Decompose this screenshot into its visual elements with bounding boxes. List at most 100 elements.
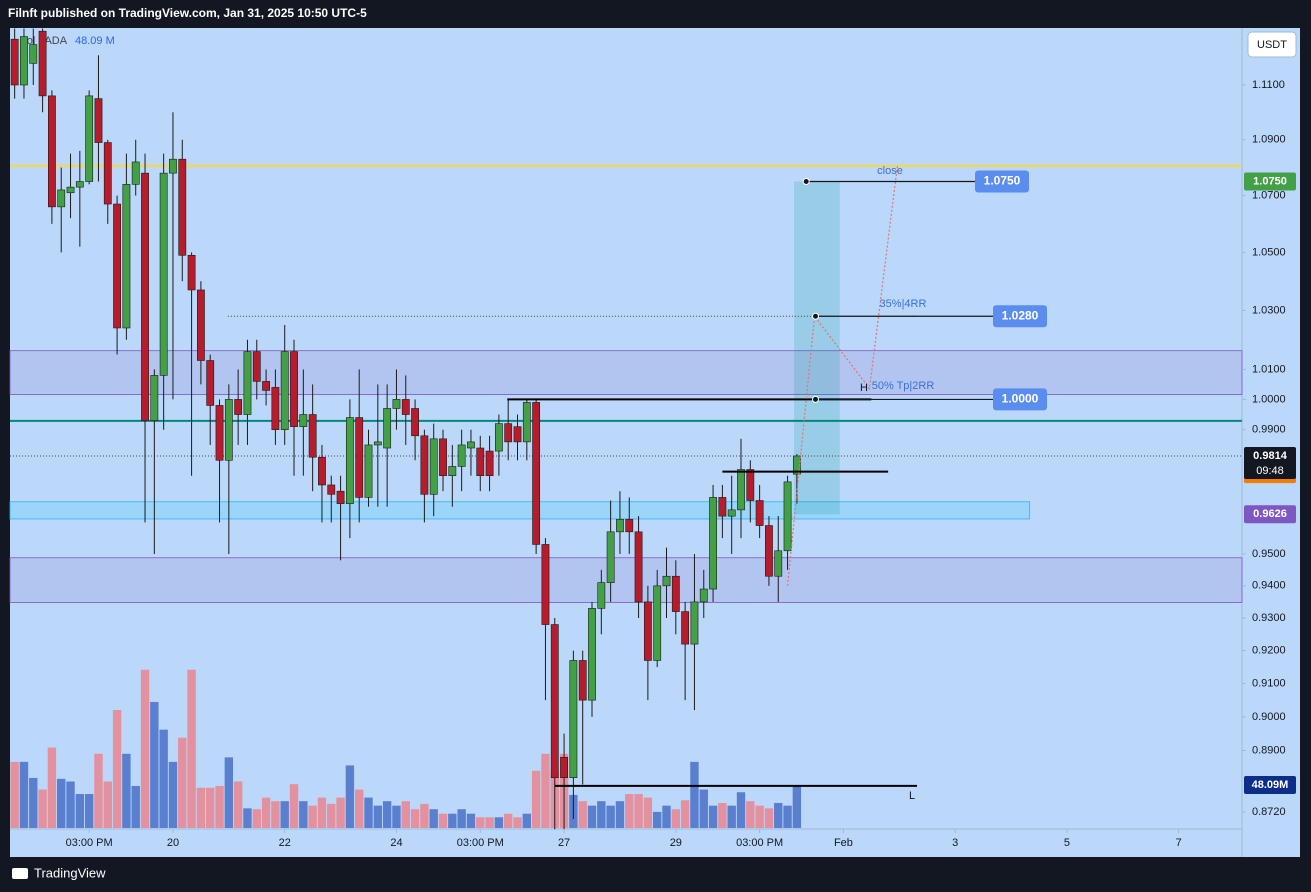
- currency: USDT: [1257, 39, 1287, 51]
- y-tick-label: 1.1100: [1252, 79, 1285, 91]
- volume-bar: [531, 770, 541, 828]
- volume-bar: [206, 787, 215, 828]
- candle-body: [66, 186, 75, 194]
- x-tick-label: 3: [952, 837, 958, 849]
- price-tag: [1244, 172, 1296, 191]
- candle-body: [234, 399, 243, 415]
- candle-body: [755, 500, 764, 526]
- candle-body: [308, 414, 317, 458]
- candle-body: [206, 360, 215, 406]
- y-tick-label: 0.9100: [1252, 677, 1286, 689]
- publisher: Filnft published on TradingView.com, Jan…: [8, 6, 367, 20]
- brand: TradingView: [34, 865, 106, 880]
- candle-body: [578, 660, 587, 701]
- volume-bar: [606, 805, 615, 828]
- volume-bar: [466, 813, 476, 828]
- candle-body: [662, 575, 671, 587]
- candle-body: [122, 184, 131, 329]
- zone: [9, 501, 1031, 520]
- candle-body: [550, 624, 559, 779]
- candle-body: [774, 550, 783, 577]
- annotation: 35%|4RR: [880, 298, 927, 310]
- volume-bar: [178, 737, 187, 828]
- candle-body: [318, 456, 326, 486]
- candle-body: [38, 30, 47, 97]
- candle-body: [671, 575, 680, 612]
- volume-bar: [327, 803, 336, 828]
- plot: 1.0750 1.0280 1.0000 close 35%|4RR 50% Tp|2RR…: [9, 28, 1296, 849]
- candle-body: [727, 509, 736, 517]
- volume-bar: [271, 801, 280, 828]
- volume-bar: [513, 817, 522, 828]
- volume-bar: [336, 797, 345, 828]
- candle-body: [504, 423, 513, 443]
- volume-bar: [634, 794, 643, 828]
- target-box: [993, 388, 1047, 411]
- legend-value: 48.09 M: [75, 35, 115, 47]
- candle-body: [690, 601, 699, 645]
- volume-bar: [187, 669, 196, 828]
- volume-bar: [792, 785, 802, 828]
- candle-body: [522, 402, 531, 443]
- x-tick-label: 03:00 PM: [457, 837, 504, 849]
- price-tag-label: 0.9814: [1253, 450, 1288, 462]
- volume-bar: [57, 778, 66, 828]
- x-tick-label: 24: [390, 837, 402, 849]
- candle-body: [737, 469, 745, 511]
- volume-bar: [168, 761, 178, 828]
- volume-bar: [699, 789, 708, 828]
- target-label: 1.0750: [984, 174, 1021, 188]
- volume-bar: [122, 753, 131, 828]
- candle-body: [178, 158, 187, 256]
- currency-button[interactable]: [1247, 31, 1297, 58]
- volume-bar: [448, 813, 457, 828]
- candle-body: [131, 161, 140, 185]
- y-tick-label: 0.9000: [1252, 711, 1286, 723]
- volume-bar: [103, 781, 112, 828]
- target-anchor: [802, 178, 810, 186]
- volume-bar: [317, 797, 327, 828]
- candle-body: [113, 203, 121, 329]
- volume-bar: [783, 805, 792, 828]
- position-box: [794, 181, 840, 515]
- target-anchor: [812, 395, 820, 403]
- candle-body: [681, 611, 690, 645]
- volume-bar: [140, 669, 150, 828]
- volume-bar: [75, 794, 85, 828]
- candle-body: [457, 444, 466, 467]
- candle-body: [103, 142, 112, 205]
- y-tick-label: 0.9300: [1252, 612, 1286, 624]
- volume-bar: [708, 805, 718, 828]
- target-label: 1.0000: [1002, 392, 1039, 406]
- volume-tag: [1244, 776, 1296, 795]
- annotation: H: [860, 382, 868, 394]
- candle-body: [262, 381, 270, 391]
- volume-bar: [662, 805, 671, 828]
- candle-body: [420, 435, 429, 495]
- candle-body: [401, 399, 410, 415]
- x-tick-label: 20: [167, 837, 179, 849]
- candle-body: [616, 518, 624, 533]
- annotation: L: [909, 790, 915, 802]
- candle-body: [699, 588, 708, 603]
- candle-body: [588, 608, 596, 701]
- candle-body: [569, 660, 578, 779]
- candle-body: [746, 469, 755, 501]
- volume-bar: [727, 805, 736, 828]
- y-tick-label: 1.0500: [1252, 246, 1286, 258]
- candle-body: [150, 375, 159, 421]
- volume-bar: [764, 808, 774, 828]
- volume-tag-label: 48.09M: [1252, 779, 1289, 791]
- candle-body: [429, 438, 438, 495]
- candle-body: [643, 601, 652, 661]
- x-tick-label: 03:00 PM: [66, 837, 113, 849]
- candle-body: [48, 95, 56, 208]
- volume-bar: [671, 809, 681, 828]
- volume-bar: [643, 797, 653, 828]
- candle-body: [541, 544, 550, 625]
- target-anchor: [812, 312, 820, 320]
- volume-bar: [308, 805, 317, 828]
- candle-body: [29, 44, 38, 64]
- volume-bar: [392, 805, 401, 828]
- volume-bar: [47, 747, 57, 828]
